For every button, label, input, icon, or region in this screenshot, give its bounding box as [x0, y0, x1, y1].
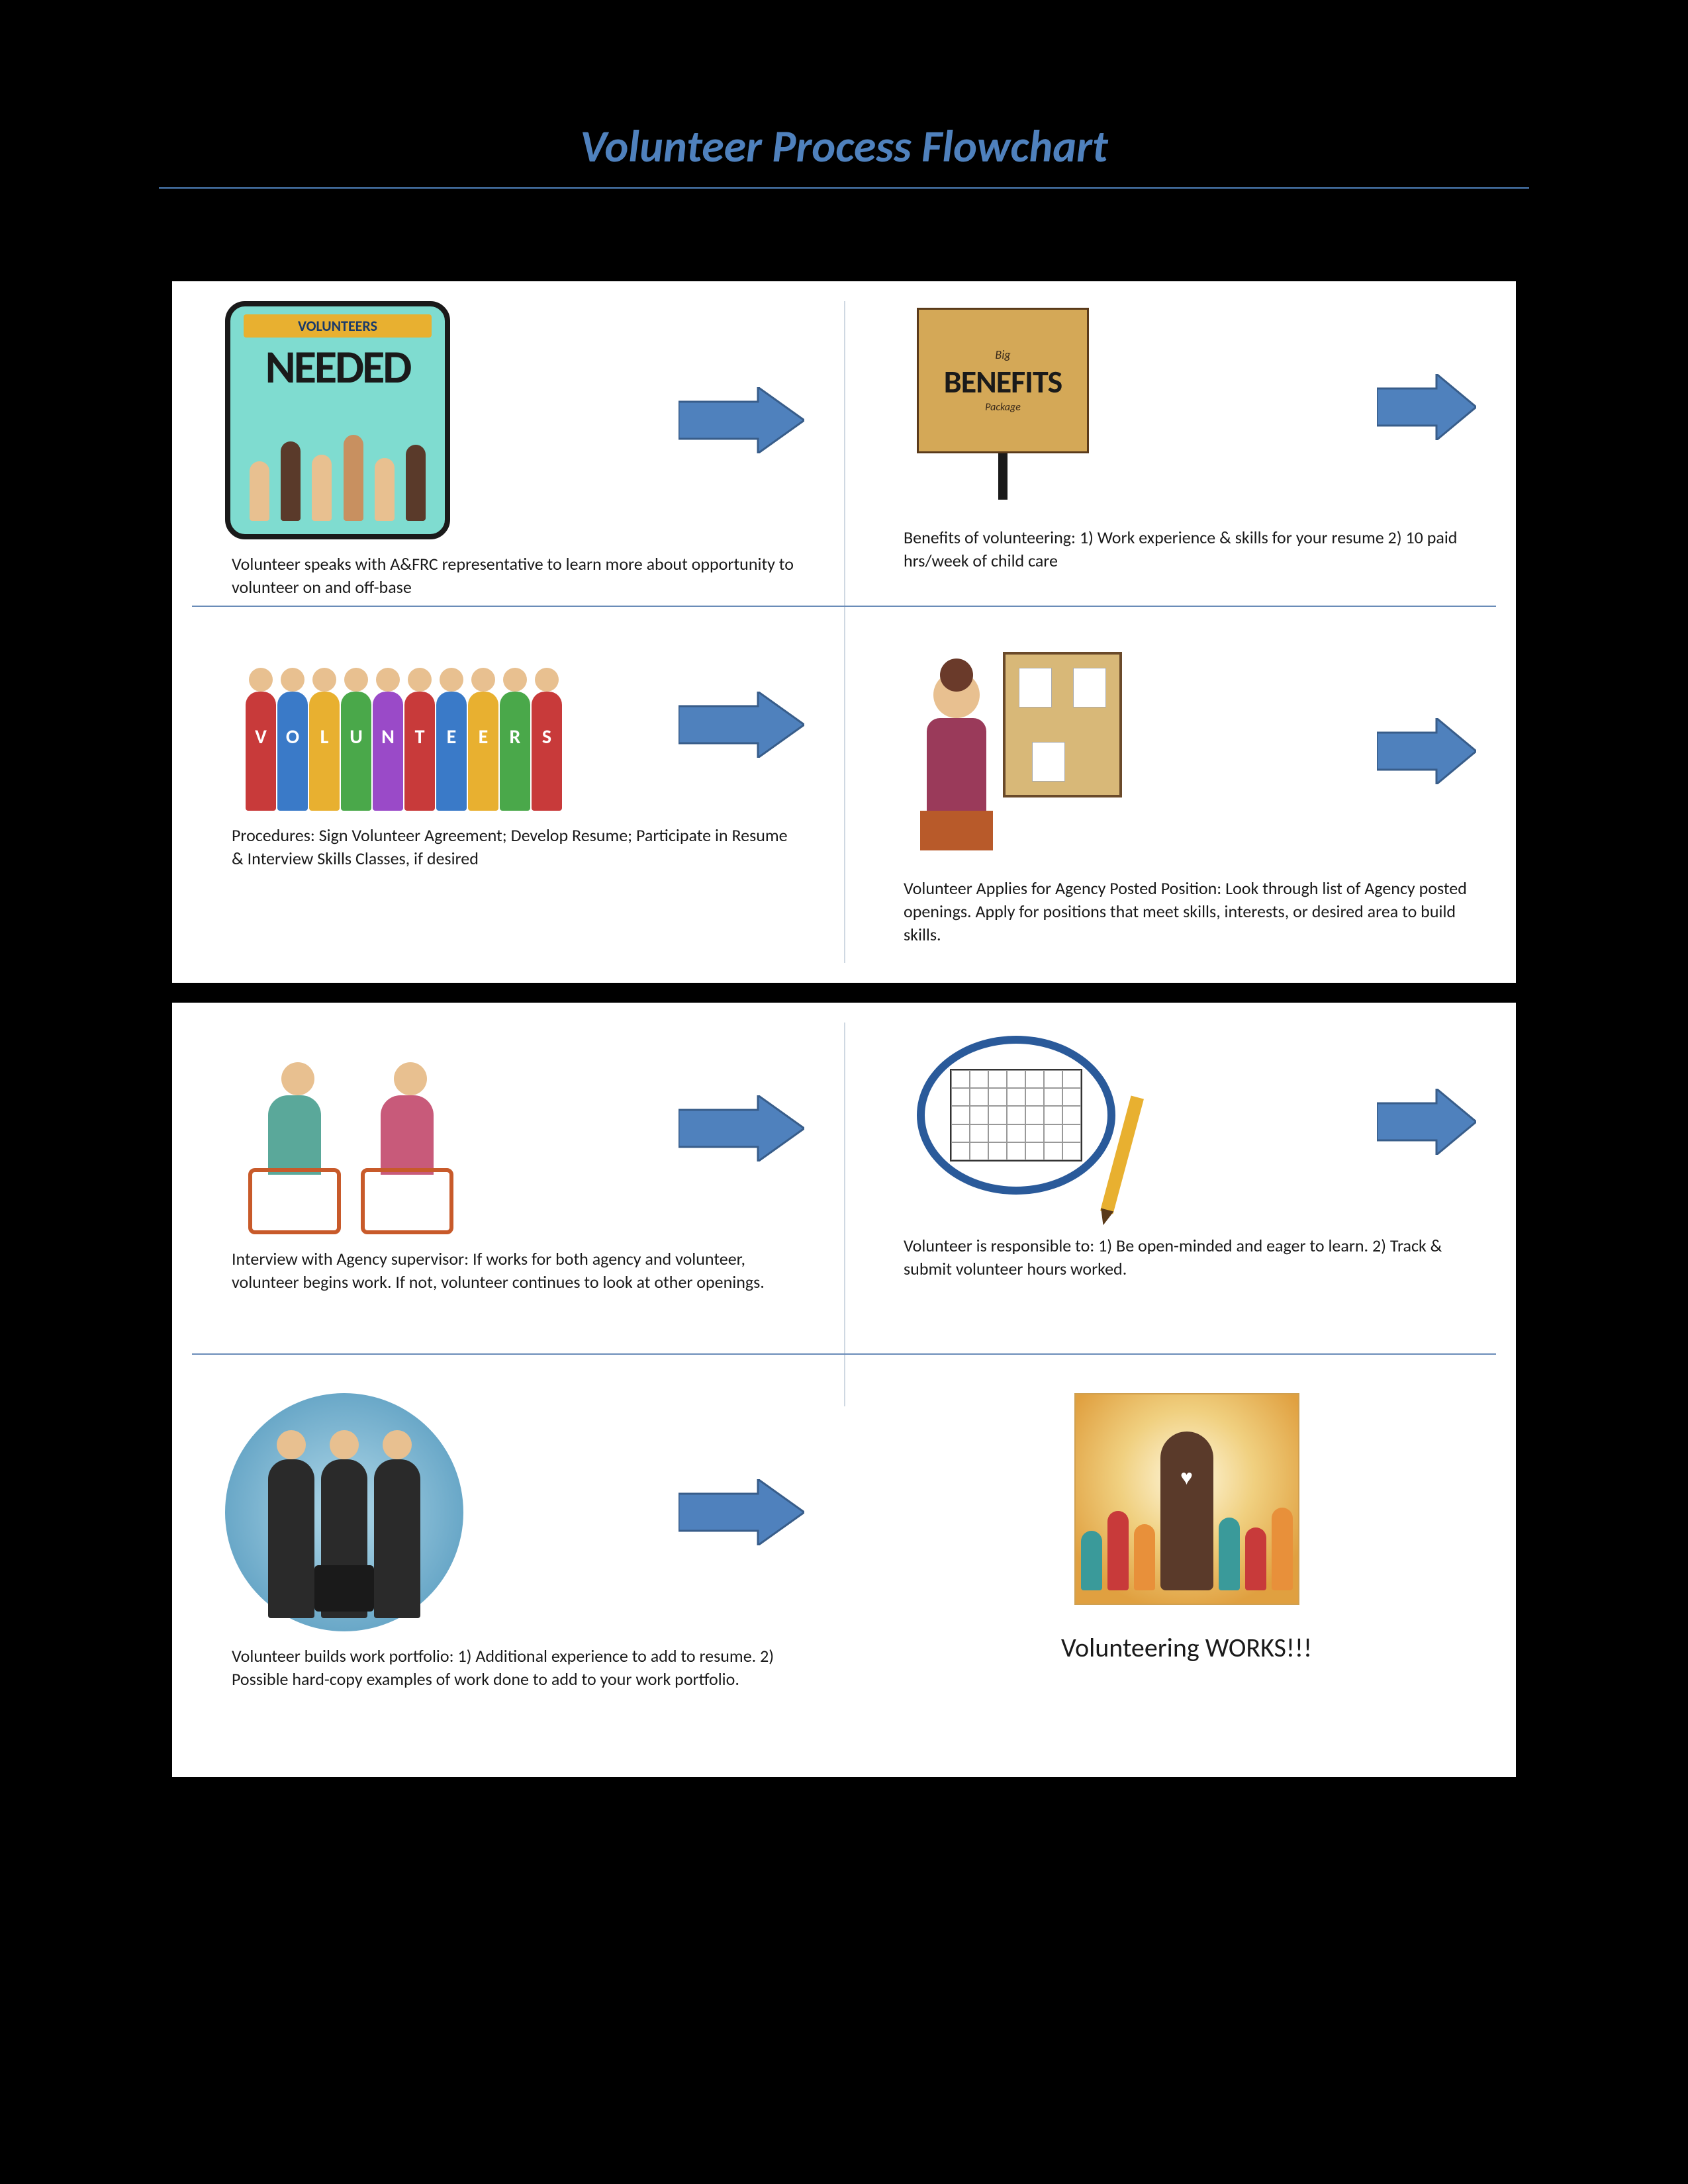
- small-hand-icon: [1134, 1524, 1155, 1590]
- step-caption: Volunteer builds work portfolio: 1) Addi…: [225, 1645, 804, 1691]
- small-hand-icon: [1081, 1531, 1102, 1590]
- small-hand-icon: [1245, 1527, 1266, 1590]
- flow-step-1: VOLUNTEERS NEEDED Volunteer speaks with: [172, 281, 844, 612]
- flow-step-7: Volunteer builds work portfolio: 1) Addi…: [172, 1373, 844, 1704]
- flow-step-5: Interview with Agency supervisor: If wor…: [172, 1003, 844, 1307]
- bulletin-board-icon: [897, 639, 1135, 864]
- title-underline: [159, 187, 1529, 189]
- flow-step-8: Volunteering WORKS!!!: [844, 1373, 1516, 1677]
- step-caption: Volunteer Applies for Agency Posted Posi…: [897, 877, 1476, 946]
- flow-step-2: Big BENEFITS Package Benefits of volunte…: [844, 281, 1516, 586]
- big-hand-heart-icon: [1160, 1432, 1213, 1590]
- person-icon: S: [532, 692, 562, 811]
- step-caption: Volunteer is responsible to: 1) Be open-…: [897, 1234, 1476, 1281]
- step-caption-final: Volunteering WORKS!!!: [897, 1618, 1476, 1664]
- step-caption: Volunteer speaks with A&FRC representati…: [225, 553, 804, 599]
- volunteers-needed-icon: VOLUNTEERS NEEDED: [225, 301, 450, 539]
- flow-step-3: VOLUNTEERS Procedures: Sign Volunteer Ag…: [172, 619, 844, 884]
- person-icon: R: [500, 692, 530, 811]
- page-title: Volunteer Process Flowchart: [0, 0, 1688, 187]
- banner-text: VOLUNTEERS: [244, 314, 432, 338]
- small-hand-icon: [1219, 1518, 1240, 1590]
- person-icon: E: [468, 692, 498, 811]
- person-icon: E: [436, 692, 467, 811]
- arrow-right-icon: [679, 1479, 804, 1545]
- person-icon: O: [277, 692, 308, 811]
- person-icon: T: [404, 692, 435, 811]
- volunteers-group-icon: VOLUNTEERS: [225, 639, 583, 811]
- flow-step-4: Volunteer Applies for Agency Posted Posi…: [844, 619, 1516, 960]
- arrow-right-icon: [1377, 1089, 1476, 1155]
- arrow-right-icon: [1377, 718, 1476, 784]
- step-caption: Procedures: Sign Volunteer Agreement; De…: [225, 824, 804, 870]
- step-caption: Interview with Agency supervisor: If wor…: [225, 1248, 804, 1294]
- raised-hands-icon: [244, 428, 432, 521]
- arrow-right-icon: [679, 692, 804, 758]
- raised-hands-heart-icon: [1074, 1393, 1299, 1605]
- step-caption: Benefits of volunteering: 1) Work experi…: [897, 526, 1476, 572]
- small-hand-icon: [1107, 1511, 1129, 1590]
- arrow-right-icon: [1377, 374, 1476, 440]
- horizontal-divider: [192, 1353, 1496, 1355]
- calendar-icon: [897, 1023, 1149, 1221]
- arrow-right-icon: [679, 387, 804, 453]
- flowchart-panel-2: Interview with Agency supervisor: If wor…: [172, 1003, 1516, 1777]
- person-icon: L: [309, 692, 340, 811]
- person-icon: U: [341, 692, 371, 811]
- benefits-box-icon: Big BENEFITS Package: [897, 301, 1109, 513]
- person-icon: N: [373, 692, 403, 811]
- flowchart-panel-1: VOLUNTEERS NEEDED Volunteer speaks with: [172, 281, 1516, 983]
- interview-icon: [225, 1023, 477, 1234]
- person-icon: V: [246, 692, 276, 811]
- flow-step-6: Volunteer is responsible to: 1) Be open-…: [844, 1003, 1516, 1294]
- arrow-right-icon: [679, 1095, 804, 1161]
- small-hand-icon: [1272, 1508, 1293, 1590]
- portfolio-people-icon: [225, 1393, 463, 1631]
- needed-text: NEEDED: [230, 338, 445, 395]
- briefcase-icon: [314, 1565, 374, 1612]
